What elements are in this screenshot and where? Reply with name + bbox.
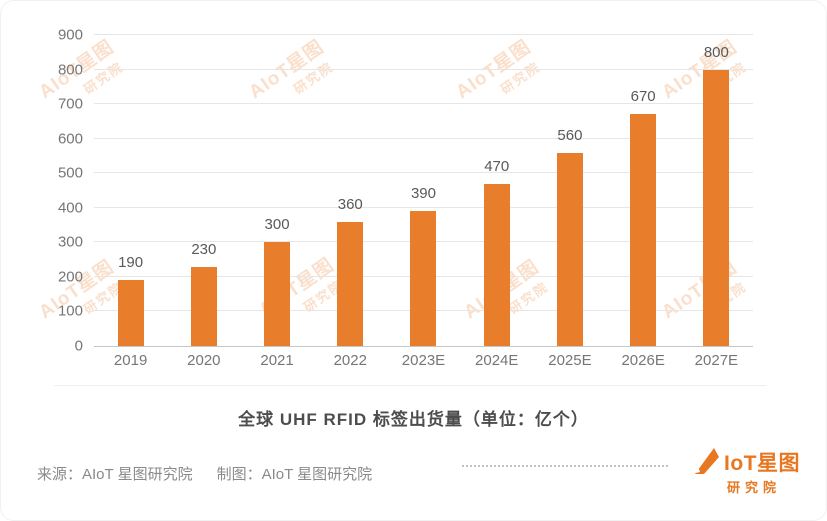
y-tick-label: 200	[57, 268, 83, 286]
x-tick-label: 2027E	[694, 352, 739, 369]
divider-line	[54, 385, 766, 386]
bar	[410, 211, 437, 346]
bar-value-label: 470	[484, 157, 510, 175]
bar	[264, 242, 291, 346]
y-tick-label: 500	[57, 164, 83, 182]
gridline	[94, 172, 753, 174]
plot-area: 190 230 300 360 390 470 560 670 800	[94, 34, 753, 347]
bar	[703, 69, 730, 346]
y-tick-label: 300	[57, 233, 83, 251]
y-tick-label: 800	[57, 61, 83, 79]
bar-column: 390	[387, 35, 460, 346]
x-tick-label: 2019	[113, 352, 148, 369]
y-tick-label: 400	[57, 199, 83, 217]
bar-column: 360	[314, 35, 387, 346]
bar-column: 470	[460, 35, 533, 346]
credit-label: 制图：AIoT 星图研究院	[216, 466, 373, 483]
bar	[190, 266, 217, 346]
bar-value-label: 560	[557, 126, 583, 144]
y-tick-label: 900	[57, 26, 83, 44]
x-tick-label: 2020	[187, 352, 221, 369]
bar-column: 300	[240, 35, 313, 346]
source-label: 来源：AIoT 星图研究院	[37, 466, 193, 483]
y-tick-label: 700	[57, 95, 83, 113]
y-tick-label: 600	[57, 130, 83, 148]
x-axis: 2019 2020 2021 2022 2023E 2024E 2025E 2026E 2027…	[94, 352, 753, 369]
bar	[483, 183, 510, 346]
dotted-rule	[462, 465, 668, 467]
bar-value-label: 190	[118, 254, 144, 272]
gridline	[94, 103, 753, 105]
bar-value-label: 300	[264, 216, 290, 234]
gridline	[94, 206, 753, 208]
brand-logo: IoT星图 研究院	[695, 448, 800, 496]
y-tick-label: 100	[57, 302, 83, 320]
bar-value-label: 360	[337, 195, 363, 213]
chart-title: 全球 UHF RFID 标签出货量（单位：亿个）	[238, 410, 589, 429]
bar	[117, 280, 144, 346]
bar-value-label: 670	[630, 88, 656, 106]
logo-sub-text: 研究院	[727, 480, 782, 495]
bar	[337, 221, 364, 346]
bar-value-label: 390	[410, 185, 436, 203]
y-tick-label: 0	[74, 337, 83, 355]
bar-columns: 190 230 300 360 390 470 560 670 800	[94, 35, 753, 346]
footer: 来源：AIoT 星图研究院 制图：AIoT 星图研究院	[37, 463, 372, 484]
logo-brand-text: IoT星图	[724, 452, 800, 475]
bar-value-label: 800	[703, 43, 729, 61]
bar-column: 230	[167, 35, 240, 346]
gridline	[94, 137, 753, 139]
bar	[630, 114, 657, 346]
x-tick-label: 2023E	[401, 352, 446, 369]
bar	[556, 152, 583, 346]
logo-arrow-icon	[695, 448, 719, 474]
bar-value-label: 230	[191, 240, 217, 258]
bar-column: 800	[680, 35, 753, 346]
bar-column: 670	[607, 35, 680, 346]
gridline	[94, 34, 753, 35]
x-tick-label: 2022	[333, 352, 367, 369]
x-tick-label: 2026E	[621, 352, 665, 369]
bar-column: 560	[533, 35, 606, 346]
x-tick-label: 2025E	[548, 352, 592, 369]
bar-column: 190	[94, 35, 167, 346]
gridline	[94, 68, 753, 70]
x-tick-label: 2021	[260, 352, 294, 369]
x-tick-label: 2024E	[475, 352, 519, 369]
